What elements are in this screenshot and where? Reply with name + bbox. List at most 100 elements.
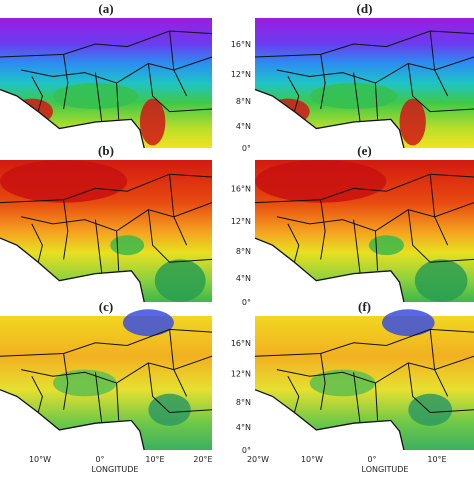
field-blob: [53, 369, 117, 397]
field-blob: [414, 259, 468, 303]
country-border: [116, 82, 120, 120]
ocean: [255, 238, 404, 302]
country-border: [116, 382, 120, 421]
lon-tick-label: 0°: [367, 455, 376, 464]
country-border: [0, 328, 213, 357]
coastline: [254, 88, 405, 149]
country-border: [31, 76, 43, 112]
field-blob: [122, 309, 174, 337]
coastline: [0, 389, 145, 451]
field-blob: [110, 235, 145, 256]
country-border: [169, 329, 188, 397]
panel-label: (c): [99, 299, 113, 314]
country-border: [287, 376, 300, 413]
ocean: [0, 89, 145, 148]
field-blob: [382, 309, 435, 337]
country-border: [254, 173, 474, 204]
field-blob: [309, 369, 376, 397]
lat-tick-label: 16°N: [231, 184, 251, 193]
country-border: [320, 199, 326, 260]
field-blob: [0, 160, 128, 203]
map-panel: [254, 160, 474, 303]
country-border: [63, 199, 69, 260]
country-border: [287, 76, 300, 112]
lat-tick-label: 16°N: [231, 339, 251, 348]
lat-tick-label: 4°N: [236, 274, 251, 283]
ocean: [0, 389, 145, 450]
country-border: [407, 362, 474, 414]
panel-label: (a): [98, 1, 113, 16]
country-border: [31, 223, 43, 263]
lat-tick-label: 8°N: [236, 247, 251, 256]
country-border: [147, 63, 213, 113]
country-border: [374, 382, 379, 421]
country-border: [254, 328, 474, 357]
country-border: [63, 54, 69, 110]
map-panel: [254, 309, 474, 451]
coastline: [0, 237, 145, 303]
coastline: [254, 389, 405, 451]
map-panel: [254, 18, 474, 149]
lon-tick-label: 10°W: [301, 455, 323, 464]
panel-label: (e): [357, 143, 371, 158]
country-border: [407, 209, 474, 263]
country-border: [320, 353, 326, 410]
country-border: [0, 173, 213, 204]
country-border: [169, 30, 188, 97]
country-border: [320, 54, 326, 110]
country-border: [94, 372, 103, 424]
country-border: [147, 362, 213, 414]
panel-label: (d): [357, 1, 373, 16]
map-panel: [0, 160, 213, 303]
field-blob: [368, 235, 404, 256]
country-border: [353, 72, 361, 123]
lon-tick-label: 10°W: [29, 455, 51, 464]
panel-label: (b): [98, 143, 114, 158]
lon-tick-label: 0°: [95, 455, 104, 464]
country-border: [429, 30, 449, 97]
lat-tick-label: 16°N: [231, 40, 251, 49]
panel-label: (f): [358, 299, 371, 314]
lon-tick-label: 20°E: [193, 455, 212, 464]
country-border: [63, 353, 69, 410]
lat-tick-label: 4°N: [236, 423, 251, 432]
field-blob: [154, 259, 206, 303]
country-border: [407, 63, 474, 113]
country-border: [429, 329, 449, 397]
country-border: [147, 209, 213, 263]
country-border: [94, 72, 103, 123]
map-panel: [0, 309, 213, 451]
country-border: [94, 219, 103, 274]
country-border: [429, 174, 449, 246]
lat-tick-label: 0°: [242, 298, 251, 307]
country-border: [287, 223, 300, 263]
lat-tick-label: 0°: [242, 446, 251, 455]
lat-tick-label: 4°N: [236, 122, 251, 131]
country-border: [254, 30, 474, 58]
lat-tick-label: 12°N: [231, 70, 251, 79]
country-border: [374, 82, 379, 120]
country-border: [353, 219, 361, 274]
field-blob: [139, 98, 166, 146]
lon-tick-label: 20°W: [247, 455, 269, 464]
country-border: [353, 372, 361, 424]
ocean: [255, 389, 404, 450]
lat-tick-label: 12°N: [231, 217, 251, 226]
lat-tick-label: 12°N: [231, 370, 251, 379]
field-blob: [148, 393, 191, 426]
map-panel: [0, 18, 213, 149]
ocean: [255, 89, 404, 148]
country-border: [0, 30, 213, 58]
field-blob: [399, 98, 426, 146]
lat-tick-label: 0°: [242, 144, 251, 153]
country-border: [169, 174, 188, 246]
lon-tick-label: 10°E: [145, 455, 164, 464]
country-border: [31, 376, 43, 413]
lon-title: LONGITUDE: [362, 465, 409, 474]
coastline: [254, 237, 405, 303]
lat-tick-label: 8°N: [236, 398, 251, 407]
country-border: [374, 230, 379, 271]
lat-tick-label: 8°N: [236, 97, 251, 106]
country-border: [116, 230, 120, 271]
